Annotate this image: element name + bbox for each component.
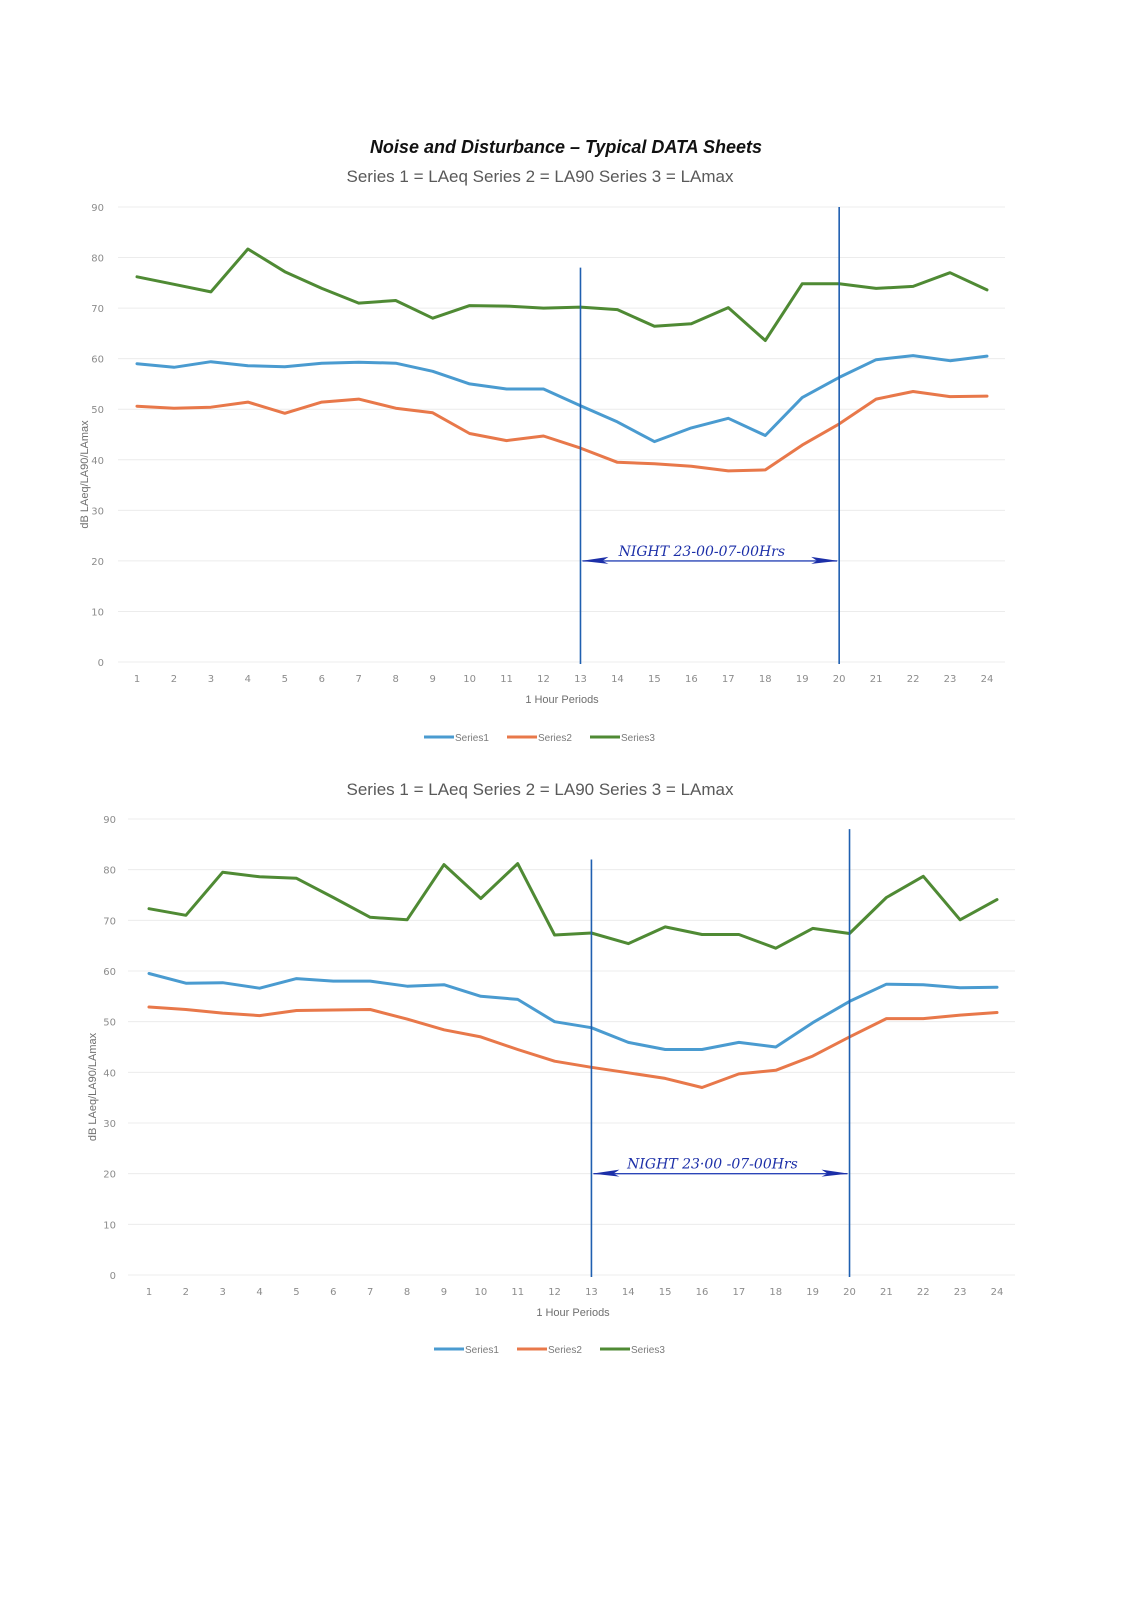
- x-tick-label: 7: [356, 674, 362, 685]
- x-tick-label: 17: [733, 1287, 746, 1298]
- x-tick-label: 15: [648, 674, 661, 685]
- series-line-series2: [147, 1005, 999, 1089]
- x-tick-label: 17: [722, 674, 735, 685]
- y-axis-label: dB LAeq/LA90/LAmax: [87, 1032, 99, 1141]
- x-tick-label: 2: [183, 1287, 189, 1298]
- y-tick-label: 50: [103, 1018, 116, 1029]
- chart-2: Series 1 = LAeq Series 2 = LA90 Series 3…: [0, 772, 1132, 1372]
- x-tick-label: 20: [833, 674, 846, 685]
- x-tick-label: 4: [256, 1287, 262, 1298]
- x-tick-label: 3: [208, 674, 214, 685]
- x-tick-label: 5: [293, 1287, 299, 1298]
- x-tick-label: 1: [134, 674, 140, 685]
- arrow-left-icon: [581, 556, 609, 564]
- y-tick-label: 20: [103, 1170, 116, 1181]
- y-tick-label: 40: [91, 456, 104, 467]
- y-tick-label: 0: [98, 658, 104, 669]
- x-tick-label: 6: [330, 1287, 336, 1298]
- chart-2-svg: Series 1 = LAeq Series 2 = LA90 Series 3…: [87, 780, 1015, 1356]
- x-tick-label: 16: [696, 1287, 709, 1298]
- x-tick-label: 5: [282, 674, 288, 685]
- y-tick-label: 70: [103, 916, 116, 927]
- x-tick-label: 9: [441, 1287, 447, 1298]
- x-tick-label: 18: [759, 674, 772, 685]
- x-axis-label: 1 Hour Periods: [536, 1307, 610, 1319]
- legend-label-series2: Series2: [548, 1345, 582, 1356]
- x-tick-label: 11: [500, 674, 513, 685]
- x-tick-label: 6: [319, 674, 325, 685]
- x-tick-label: 2: [171, 674, 177, 685]
- x-tick-label: 1: [146, 1287, 152, 1298]
- x-axis-label: 1 Hour Periods: [525, 694, 599, 706]
- y-tick-label: 40: [103, 1068, 116, 1079]
- x-tick-label: 3: [220, 1287, 226, 1298]
- y-tick-label: 20: [91, 557, 104, 568]
- y-tick-label: 80: [103, 866, 116, 877]
- x-tick-label: 8: [404, 1287, 410, 1298]
- document-title: Noise and Disturbance – Typical DATA She…: [369, 137, 763, 157]
- x-tick-label: 19: [806, 1287, 819, 1298]
- legend-label-series3: Series3: [621, 733, 655, 744]
- chart-1: Series 1 = LAeq Series 2 = LA90 Series 3…: [0, 160, 1132, 760]
- y-tick-label: 70: [91, 304, 104, 315]
- chart-title: Series 1 = LAeq Series 2 = LA90 Series 3…: [347, 167, 734, 186]
- legend-label-series1: Series1: [455, 733, 489, 744]
- x-tick-label: 14: [611, 674, 624, 685]
- x-tick-label: 22: [917, 1287, 930, 1298]
- x-tick-label: 22: [907, 674, 920, 685]
- y-tick-label: 50: [91, 405, 104, 416]
- series-line-series3: [147, 862, 999, 950]
- x-tick-label: 8: [393, 674, 399, 685]
- y-tick-label: 90: [103, 815, 116, 826]
- x-tick-label: 24: [981, 674, 994, 685]
- legend-label-series2: Series2: [538, 733, 572, 744]
- x-tick-label: 4: [245, 674, 251, 685]
- arrow-left-icon: [592, 1169, 620, 1177]
- x-tick-label: 11: [511, 1287, 524, 1298]
- series-line-series1: [135, 354, 989, 444]
- night-period-label: NIGHT 23·00 -07-00Hrs: [626, 1157, 798, 1173]
- y-tick-label: 30: [91, 506, 104, 517]
- y-tick-label: 60: [103, 967, 116, 978]
- legend-label-series1: Series1: [465, 1345, 499, 1356]
- x-tick-label: 14: [622, 1287, 635, 1298]
- night-period-label: NIGHT 23-00-07-00Hrs: [618, 544, 786, 560]
- x-tick-label: 19: [796, 674, 809, 685]
- x-tick-label: 12: [548, 1287, 561, 1298]
- chart-title: Series 1 = LAeq Series 2 = LA90 Series 3…: [347, 780, 734, 799]
- x-tick-label: 13: [585, 1287, 598, 1298]
- y-tick-label: 0: [110, 1271, 116, 1282]
- y-tick-label: 10: [91, 607, 104, 618]
- x-tick-label: 20: [843, 1287, 856, 1298]
- x-tick-label: 7: [367, 1287, 373, 1298]
- x-tick-label: 21: [870, 674, 883, 685]
- x-tick-label: 23: [944, 674, 957, 685]
- x-tick-label: 12: [537, 674, 550, 685]
- x-tick-label: 15: [659, 1287, 672, 1298]
- y-tick-label: 10: [103, 1220, 116, 1231]
- chart-1-svg: Series 1 = LAeq Series 2 = LA90 Series 3…: [79, 167, 1005, 744]
- x-tick-label: 23: [954, 1287, 967, 1298]
- arrow-right-icon: [811, 556, 839, 564]
- series-line-series1: [147, 972, 999, 1051]
- x-tick-label: 24: [991, 1287, 1004, 1298]
- x-tick-label: 13: [574, 674, 587, 685]
- arrow-right-icon: [821, 1169, 849, 1177]
- y-tick-label: 30: [103, 1119, 116, 1130]
- x-tick-label: 18: [769, 1287, 782, 1298]
- series-line-series2: [135, 390, 989, 473]
- x-tick-label: 21: [880, 1287, 893, 1298]
- y-tick-label: 60: [91, 355, 104, 366]
- y-tick-label: 90: [91, 203, 104, 214]
- y-tick-label: 80: [91, 254, 104, 265]
- series-line-series3: [135, 247, 989, 342]
- x-tick-label: 16: [685, 674, 698, 685]
- x-tick-label: 10: [463, 674, 476, 685]
- x-tick-label: 9: [429, 674, 435, 685]
- y-axis-label: dB LAeq/LA90/LAmax: [79, 420, 91, 529]
- x-tick-label: 10: [474, 1287, 487, 1298]
- legend-label-series3: Series3: [631, 1345, 665, 1356]
